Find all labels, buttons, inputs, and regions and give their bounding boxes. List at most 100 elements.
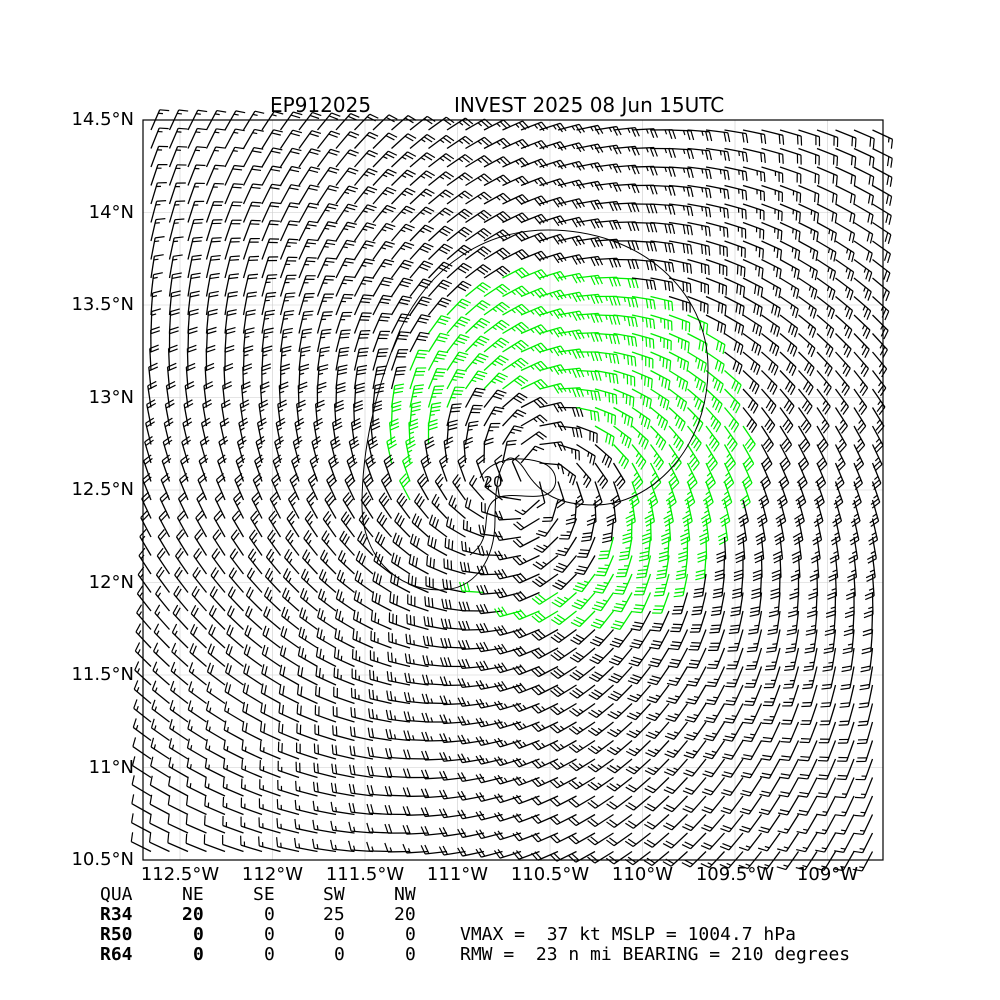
wind-barb bbox=[150, 182, 167, 205]
wind-barb bbox=[475, 454, 486, 482]
wind-barb bbox=[386, 690, 411, 705]
wind-barb bbox=[476, 584, 503, 595]
wind-barb bbox=[789, 573, 800, 600]
wind-barb bbox=[787, 592, 800, 618]
wind-barb bbox=[276, 818, 300, 834]
wind-barb bbox=[478, 524, 503, 538]
wind-barb bbox=[668, 203, 694, 217]
wind-barb bbox=[542, 499, 559, 522]
wind-barb bbox=[339, 530, 355, 556]
wind-barb bbox=[668, 184, 694, 198]
wind-barb bbox=[751, 573, 763, 600]
wind-barb bbox=[576, 388, 601, 402]
wind-barb bbox=[259, 779, 281, 797]
wind-barb bbox=[724, 370, 742, 394]
wind-barb bbox=[835, 351, 851, 377]
wind-barb bbox=[740, 758, 763, 779]
wind-barb bbox=[205, 219, 223, 242]
wind-barb bbox=[720, 795, 744, 815]
wind-barb bbox=[512, 572, 540, 584]
wind-barb bbox=[531, 832, 559, 843]
wind-barb bbox=[285, 529, 300, 556]
wind-barb bbox=[279, 202, 300, 223]
wind-barb bbox=[311, 436, 322, 464]
wind-barb bbox=[668, 314, 691, 333]
wind-barb bbox=[644, 795, 670, 812]
wind-barb bbox=[622, 518, 633, 544]
wind-barb bbox=[392, 532, 411, 557]
wind-barb bbox=[798, 221, 819, 242]
wind-barb bbox=[144, 435, 154, 464]
wind-barb bbox=[776, 481, 788, 509]
wind-barb bbox=[149, 813, 170, 834]
wind-barb bbox=[188, 662, 207, 686]
wind-barb bbox=[772, 536, 784, 564]
wind-barb bbox=[705, 258, 728, 277]
wind-barb bbox=[150, 164, 168, 186]
wind-barb bbox=[205, 719, 226, 742]
r50-nw: 0 bbox=[405, 924, 416, 945]
wind-barb bbox=[653, 573, 670, 597]
wind-barb bbox=[760, 740, 781, 761]
wind-barb bbox=[502, 249, 530, 261]
wind-barb bbox=[259, 381, 270, 408]
wind-barb bbox=[421, 731, 448, 742]
wind-barb bbox=[539, 345, 567, 357]
wind-barb bbox=[816, 425, 829, 453]
wind-barb bbox=[349, 764, 374, 779]
wind-barb bbox=[853, 258, 873, 282]
wind-barb bbox=[571, 592, 596, 610]
wind-barb bbox=[316, 184, 339, 205]
wind-barb bbox=[185, 814, 207, 834]
wind-barb bbox=[784, 647, 800, 671]
wind-barb bbox=[539, 233, 567, 245]
wind-barb bbox=[315, 685, 337, 705]
wind-barb bbox=[187, 236, 203, 260]
wind-barb bbox=[588, 666, 614, 683]
lon-tick-label: 111°W bbox=[426, 864, 489, 885]
lat-tick-label: 11°N bbox=[88, 756, 134, 778]
wind-barb bbox=[853, 203, 874, 225]
wind-barb bbox=[552, 573, 577, 591]
wind-barb bbox=[557, 160, 585, 171]
wind-barb bbox=[298, 346, 311, 371]
wind-barb bbox=[279, 147, 302, 168]
wind-barb bbox=[334, 628, 355, 649]
wind-barb bbox=[613, 351, 637, 367]
wind-contours bbox=[361, 229, 709, 591]
wind-barb bbox=[483, 301, 510, 316]
wind-barb bbox=[724, 184, 748, 201]
wind-barb bbox=[211, 548, 226, 575]
wind-barb bbox=[150, 272, 163, 297]
wind-barb bbox=[684, 703, 707, 723]
wind-barb bbox=[314, 705, 337, 723]
wind-barb bbox=[224, 183, 244, 205]
wind-barb bbox=[186, 776, 207, 797]
wind-barb bbox=[512, 702, 540, 713]
wind-barb bbox=[405, 633, 429, 649]
wind-barb bbox=[168, 757, 189, 779]
wind-barb bbox=[779, 388, 795, 415]
wind-barb bbox=[760, 425, 774, 453]
wind-barb bbox=[798, 333, 816, 358]
wind-barb bbox=[761, 351, 779, 376]
wind-barb bbox=[224, 663, 244, 686]
wind-barb bbox=[723, 425, 738, 452]
wind-barb bbox=[664, 721, 689, 740]
wind-barb bbox=[261, 129, 283, 149]
wind-barb bbox=[264, 567, 281, 593]
wind-barb bbox=[531, 721, 559, 733]
wind-barb bbox=[423, 616, 448, 631]
wind-barb bbox=[588, 684, 614, 700]
wind-barb bbox=[798, 295, 817, 319]
wind-barb bbox=[798, 240, 819, 262]
wind-barb bbox=[550, 702, 577, 716]
wind-barb bbox=[748, 610, 763, 635]
wind-barb bbox=[721, 777, 744, 797]
wind-barb bbox=[823, 629, 837, 654]
wind-barb bbox=[299, 587, 318, 612]
wind-barb bbox=[372, 312, 392, 334]
wind-barb bbox=[613, 332, 638, 347]
wind-barb bbox=[316, 275, 336, 297]
wind-barb bbox=[631, 203, 658, 214]
